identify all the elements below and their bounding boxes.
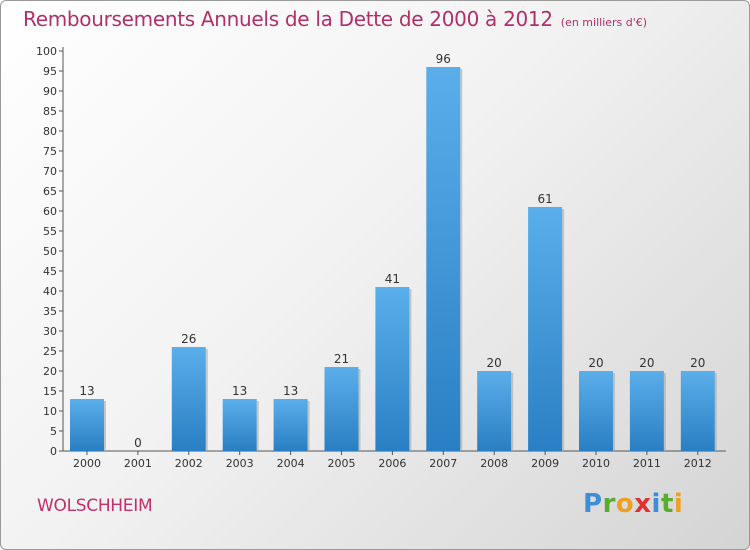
- value-label: 20: [639, 356, 654, 370]
- bar-shadow: [256, 401, 259, 451]
- x-tick-label: 2003: [226, 457, 254, 470]
- x-tick-label: 2011: [633, 457, 661, 470]
- value-label: 21: [334, 352, 349, 366]
- y-tick-label: 10: [43, 405, 57, 418]
- y-tick-label: 65: [43, 185, 57, 198]
- chart-bars: [70, 67, 717, 451]
- bar-shadow: [307, 401, 310, 451]
- y-tick-label: 60: [43, 205, 57, 218]
- x-tick-label: 2007: [429, 457, 457, 470]
- y-tick-label: 80: [43, 125, 57, 138]
- value-label: 20: [690, 356, 705, 370]
- bar-2011: [629, 371, 664, 451]
- value-label: 96: [436, 52, 451, 66]
- x-tick-label: 2005: [328, 457, 356, 470]
- x-tick-label: 2000: [73, 457, 101, 470]
- value-label: 20: [487, 356, 502, 370]
- value-label: 0: [134, 436, 142, 450]
- commune-name: WOLSCHHEIM: [37, 496, 153, 516]
- bar-shadow: [409, 289, 412, 451]
- x-tick-label: 2009: [531, 457, 559, 470]
- bar-2004: [273, 399, 308, 451]
- x-tick-label: 2010: [582, 457, 610, 470]
- y-tick-label: 45: [43, 265, 57, 278]
- value-label: 13: [283, 384, 298, 398]
- bar-2000: [70, 399, 104, 451]
- y-tick-label: 85: [43, 105, 57, 118]
- y-tick-label: 90: [43, 85, 57, 98]
- y-tick-label: 95: [43, 65, 57, 78]
- x-tick-label: 2001: [124, 457, 152, 470]
- bar-2010: [579, 371, 613, 451]
- value-label: 41: [385, 272, 400, 286]
- y-tick-label: 25: [43, 345, 57, 358]
- y-tick-label: 35: [43, 305, 57, 318]
- bar-2005: [324, 367, 359, 451]
- x-tick-label: 2006: [378, 457, 406, 470]
- value-label: 13: [232, 384, 247, 398]
- chart-title: Remboursements Annuels de la Dette de 20…: [23, 7, 647, 31]
- y-tick-label: 5: [50, 425, 57, 438]
- bar-shadow: [663, 373, 666, 451]
- y-tick-label: 30: [43, 325, 57, 338]
- x-tick-label: 2008: [480, 457, 508, 470]
- y-tick-label: 15: [43, 385, 57, 398]
- bar-2006: [375, 287, 410, 451]
- y-tick-label: 50: [43, 245, 57, 258]
- bar-2007: [426, 67, 461, 451]
- x-tick-label: 2004: [277, 457, 305, 470]
- bar-shadow: [460, 69, 463, 451]
- y-tick-label: 40: [43, 285, 57, 298]
- chart-axes: 0 5 10 15 20 25 30 35 40 45 50 55 60 65 70 75 80 85 90 95 10…: [36, 45, 726, 458]
- bar-shadow: [205, 349, 208, 451]
- bar-2002: [171, 347, 206, 451]
- bar-shadow: [714, 373, 717, 451]
- value-label: 26: [181, 332, 196, 346]
- value-label: 13: [79, 384, 94, 398]
- value-label: 20: [588, 356, 603, 370]
- bar-shadow: [562, 209, 565, 451]
- y-tick-label: 100: [36, 45, 57, 58]
- y-tick-label: 20: [43, 365, 57, 378]
- chart-unit: (en milliers d'€): [560, 16, 648, 29]
- y-tick-label: 75: [43, 145, 57, 158]
- bar-2009: [528, 207, 563, 451]
- x-tick-label: 2012: [684, 457, 712, 470]
- bar-shadow: [511, 373, 514, 451]
- y-tick-label: 70: [43, 165, 57, 178]
- bar-shadow: [358, 369, 361, 451]
- proxiti-logo[interactable]: Proxiti: [583, 489, 684, 519]
- y-tick-label: 55: [43, 225, 57, 238]
- bar-shadow: [104, 401, 106, 451]
- y-tick-label: 0: [50, 445, 57, 458]
- bar-2008: [477, 371, 512, 451]
- x-tick-label: 2002: [175, 457, 203, 470]
- chart-title-text: Remboursements Annuels de la Dette de 20…: [23, 7, 553, 31]
- value-label: 61: [537, 192, 552, 206]
- chart-labels: 2000 13 2001 0 2002 26 2003 13 2004 13 2005 21 2006 4…: [73, 52, 712, 470]
- bar-2003: [222, 399, 257, 451]
- bar-2012: [680, 371, 715, 451]
- bar-shadow: [613, 373, 615, 451]
